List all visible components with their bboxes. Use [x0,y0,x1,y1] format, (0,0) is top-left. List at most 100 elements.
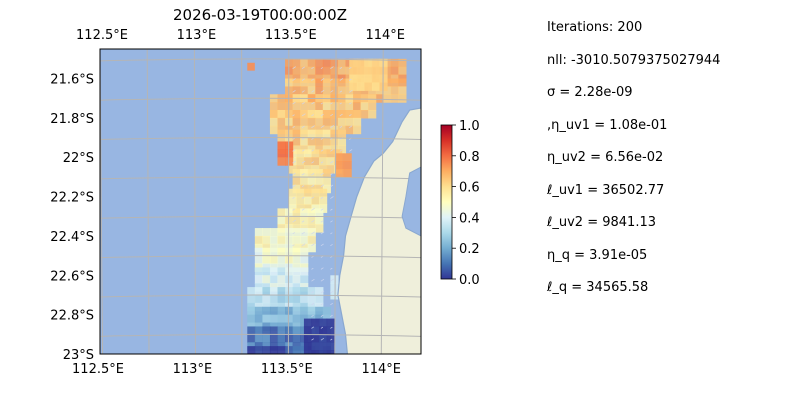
heatmap-cell [262,287,271,296]
heatmap-cell [277,228,286,237]
heatmap-cell [315,102,324,111]
heatmap-hotspot-cell [356,58,365,68]
heatmap-cell [300,117,309,127]
heatmap-cell [269,228,279,237]
heatmap-cell [307,306,316,316]
current-vector [320,231,325,235]
x-tick-label-top: 112.5°E [76,28,128,43]
parameter-line: Iterations: 200 [547,20,643,35]
heatmap-cell [315,78,324,87]
heatmap-cell [247,326,256,335]
current-vector [330,302,333,306]
heatmap-cell [322,129,331,139]
heatmap-cell [322,117,331,127]
current-vector [292,66,296,70]
current-vector [349,89,353,93]
heatmap-cell [277,314,286,324]
heatmap-cell [326,149,335,158]
current-vector [301,149,305,152]
heatmap-cell [307,216,316,225]
current-vector [320,125,325,129]
chart-title: 2026-03-19T00:00:00Z [173,6,347,24]
heatmap-cell [315,110,324,119]
current-vector [330,102,333,105]
grid-line-meridian [146,49,150,354]
current-vector [320,303,324,306]
current-vector [339,66,343,70]
current-vector [320,89,325,93]
heatmap-cell [292,267,301,276]
heatmap-cell [296,157,305,166]
current-vector [320,78,325,81]
current-vector [301,90,305,93]
heatmap-hotspot-cell [371,74,381,84]
heatmap-hotspot-cell [349,74,358,84]
heatmap-cell [322,102,331,111]
current-vector [320,326,324,329]
heatmap-cell [254,247,263,257]
heatmap-cell [292,102,301,111]
heatmap-cell [262,267,271,276]
heatmap-cell [368,102,377,111]
heatmap-hotspot-cell [326,342,335,351]
heatmap-cell [337,102,347,111]
colorbar: 0.0 0.2 0.4 0.6 0.8 1.0 [440,119,480,288]
heatmap-cell [292,117,301,127]
heatmap-cell [311,188,320,198]
current-vector [330,267,333,270]
colorbar-tick-label: 0.0 [459,273,480,288]
heatmap-cell [300,235,309,245]
heatmap-cell [277,275,286,284]
current-vector [339,78,344,81]
current-vector [320,113,324,117]
current-vector [311,207,315,211]
colorbar-tick-label: 0.8 [459,150,480,165]
heatmap-cell [315,216,324,225]
heatmap-cell [269,117,279,127]
heatmap-cell [254,287,263,296]
heatmap-cell [307,176,316,186]
current-vector [320,290,325,294]
heatmap-cell [277,208,286,217]
current-vector [301,78,305,81]
current-vector [292,114,295,117]
heatmap-cell [322,137,331,147]
current-vector [320,208,324,211]
heatmap-cell [330,86,339,95]
heatmap-cell [300,287,309,296]
current-vector [311,314,314,317]
heatmap-cell [330,58,339,68]
current-vector [330,208,333,211]
heatmap-cell [315,354,323,362]
parameter-line: ℓ_uv1 = 36502.77 [547,182,665,198]
current-vector [311,326,315,329]
current-vector [330,196,334,199]
current-vector [330,278,335,282]
colorbar-tick-label: 0.4 [459,211,480,226]
current-vector [320,267,324,270]
x-tick-label-bottom: 113.5°E [261,362,313,377]
current-vector [301,185,305,188]
heatmap-cell [390,78,399,87]
heatmap-cell [307,66,316,76]
heatmap-cell [307,228,316,237]
current-vector [292,149,296,152]
heatmap-cell [300,255,309,265]
current-vector [301,208,305,211]
heatmap-cell [247,287,256,296]
gridlines [100,49,421,354]
heatmap-hotspot-cell [371,82,381,91]
colorbar-tick-label: 1.0 [459,119,480,134]
heatmap-cell [247,334,256,343]
heatmap-cell [322,169,331,178]
heatmap-cell [300,78,309,87]
heatmap-cell [285,208,294,217]
parameter-line: nll: -3010.5079375027944 [547,52,721,68]
heatmap-cell [300,247,309,257]
heatmap-cell [269,334,279,343]
current-vector [320,337,325,341]
heatmap-cell [285,267,294,276]
current-vector [292,172,296,176]
heatmap-hotspot-cell [311,342,320,351]
